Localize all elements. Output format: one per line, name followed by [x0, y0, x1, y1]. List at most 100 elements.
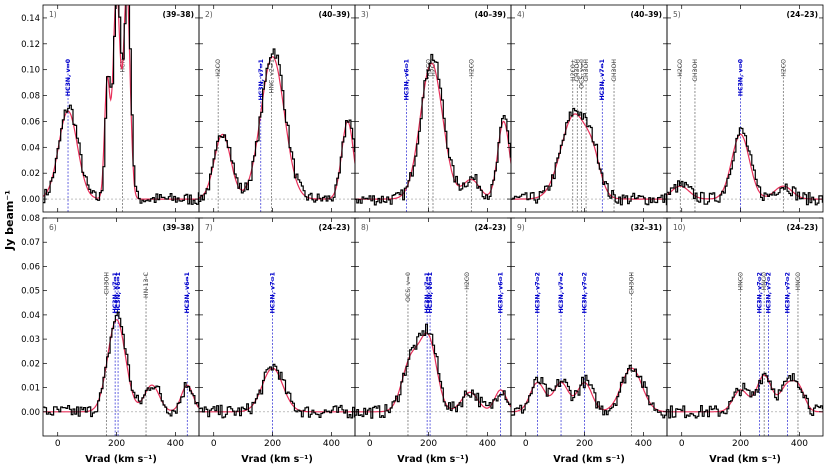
line-label: HC3N, v7=1: [270, 272, 277, 314]
line-label: HC3N, v7=2: [757, 272, 764, 314]
panel-frame: [198, 4, 356, 213]
x-axis-label: Vrad (km s⁻¹): [85, 454, 157, 465]
x-tick-label: 400: [635, 439, 652, 449]
model-spectrum: [667, 374, 823, 413]
panel-1: HC3N, v=0 HCN0.000.020.040.060.080.100.12…: [21, 4, 200, 213]
panel-number: 8): [361, 223, 369, 232]
line-label: HC3N, v7=2: [582, 272, 589, 314]
line-label: CH3OH: [574, 59, 581, 82]
x-tick-label: 200: [576, 439, 593, 449]
observed-spectrum: [667, 127, 823, 206]
y-tick-label: 0.04: [21, 143, 40, 153]
y-tick-label: 0.06: [21, 262, 40, 272]
panel-5: H2CO CH3OH HC3N, v=0 H2CO 5) (24–23): [666, 4, 824, 213]
y-axis-label: Jy beam⁻¹: [3, 190, 16, 251]
line-label: HC3N, v6=1: [115, 272, 122, 314]
line-label: H2CO: [677, 59, 684, 77]
transition-label: (39–38): [163, 223, 194, 232]
x-tick-label: 200: [732, 439, 749, 449]
panel-number: 7): [205, 223, 213, 232]
panel-frame: [510, 4, 668, 213]
observed-spectrum: [511, 107, 667, 206]
x-tick-label: 400: [791, 439, 808, 449]
y-tick-label: 0.00: [21, 408, 40, 418]
line-label: CH3OH: [611, 59, 618, 82]
observed-spectrum: [667, 372, 823, 419]
x-tick-label: 200: [420, 439, 437, 449]
line-label: HC3N, v6=1: [427, 272, 434, 314]
y-tick-label: 0.06: [21, 117, 40, 127]
y-tick-label: 0.08: [21, 92, 40, 102]
y-tick-label: 0.08: [21, 214, 40, 224]
y-tick-label: 0.03: [21, 335, 40, 345]
line-label: HC3N, v=0: [65, 58, 72, 96]
panel-number: 10): [673, 223, 686, 232]
model-spectrum: [355, 332, 511, 413]
line-label: CH3OH: [629, 272, 636, 295]
observed-spectrum: [199, 48, 355, 203]
x-tick-label: 400: [479, 439, 496, 449]
line-label: HNCO: [738, 272, 745, 291]
panel-frame: [666, 217, 824, 437]
panel-number: 1): [49, 10, 57, 19]
line-label: H2CO: [430, 59, 437, 77]
x-tick-label: 0: [523, 439, 529, 449]
line-label: HC3N, v=0: [738, 58, 745, 96]
transition-label: (40–39): [319, 10, 350, 19]
x-tick-label: 0: [55, 439, 61, 449]
line-label: H2CO: [464, 272, 471, 290]
line-label: CH3OH: [692, 59, 699, 82]
panel-2: H2CO HC3N, v7=1 HNC, v2=1 2) (40–39): [198, 4, 356, 213]
panel-number: 4): [517, 10, 525, 19]
y-tick-label: 0.14: [21, 14, 40, 24]
line-label: HC3N, v7=2: [785, 272, 792, 314]
transition-label: (24–23): [475, 223, 506, 232]
transition-label: (32–31): [631, 223, 662, 232]
x-tick-label: 400: [167, 439, 184, 449]
observed-spectrum: [511, 364, 667, 419]
observed-spectrum: [355, 323, 511, 419]
x-axis-label: Vrad (km s⁻¹): [709, 454, 781, 465]
y-tick-label: 0.05: [21, 287, 40, 297]
y-tick-label: 0.12: [21, 40, 40, 50]
transition-label: (24–23): [319, 223, 350, 232]
panel-7: HC3N, v7=1 0 200 400 7) (24–23) Vrad (km s⁻¹): [198, 217, 356, 465]
line-label: HC3N, v7=1: [258, 59, 265, 101]
x-axis-label: Vrad (km s⁻¹): [241, 454, 313, 465]
panel-frame: [198, 217, 356, 437]
panel-number: 3): [361, 10, 369, 19]
line-label: HC3N, v7=2: [766, 272, 773, 314]
x-tick-label: 200: [264, 439, 281, 449]
panel-number: 9): [517, 223, 525, 232]
line-label: H2C0+: [570, 59, 577, 81]
transition-label: (40–39): [631, 10, 662, 19]
model-spectrum: [199, 56, 355, 200]
transition-label: (24–23): [787, 223, 818, 232]
line-label: H2CO: [468, 59, 475, 77]
line-label: HC3N, v6=1: [404, 59, 411, 101]
model-spectrum: [43, 319, 199, 413]
y-tick-label: 0.00: [21, 195, 40, 205]
model-spectrum: [511, 113, 667, 200]
panel-frame: [354, 217, 512, 437]
observed-spectrum: [355, 53, 511, 206]
x-tick-label: 0: [679, 439, 685, 449]
x-axis-label: Vrad (km s⁻¹): [553, 454, 625, 465]
line-label: HC3N, v7=1: [424, 272, 431, 314]
line-label: HNCO: [761, 272, 768, 291]
model-spectrum: [43, 5, 199, 200]
line-label: HC3N, v7=2: [534, 272, 541, 314]
line-label: OCS, v=0: [405, 272, 412, 302]
panel-frame: [666, 4, 824, 213]
x-axis-label: Vrad (km s⁻¹): [397, 454, 469, 465]
line-label: CH3OH: [583, 59, 590, 82]
line-label: HC3N, v6=1: [184, 272, 191, 314]
observed-spectrum: [43, 5, 199, 205]
observed-spectrum: [199, 363, 355, 419]
